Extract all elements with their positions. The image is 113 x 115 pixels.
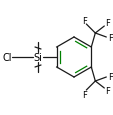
Text: F: F — [104, 87, 109, 96]
Text: F: F — [107, 72, 112, 81]
Text: F: F — [104, 19, 109, 28]
Text: F: F — [107, 34, 112, 43]
Text: F: F — [81, 90, 86, 99]
Text: F: F — [81, 16, 86, 25]
Text: Cl: Cl — [2, 53, 12, 62]
Text: Si: Si — [33, 53, 42, 62]
